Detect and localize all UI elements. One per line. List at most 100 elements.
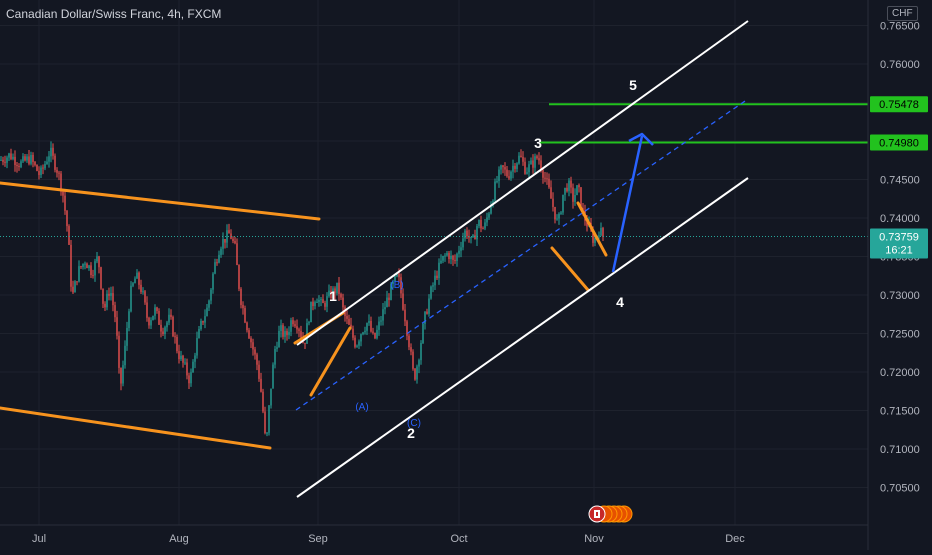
candle-body [274, 348, 276, 365]
candle [428, 294, 430, 317]
candle [446, 251, 448, 257]
candle [568, 177, 570, 197]
candle [240, 287, 242, 309]
candle-body [114, 305, 116, 318]
candle [38, 166, 40, 180]
candle-body [62, 191, 64, 196]
channel-upper-line [296, 20, 749, 346]
candle [18, 163, 20, 171]
candle [86, 262, 88, 269]
candle-body [326, 296, 328, 307]
candle-body [310, 301, 312, 323]
candle [158, 308, 160, 326]
candle [384, 301, 386, 315]
candle-body [96, 256, 98, 262]
candle-body [110, 293, 112, 296]
candle-body [450, 255, 452, 260]
candle-body [10, 153, 12, 160]
candle [198, 325, 200, 339]
y-tick-label: 0.74000 [880, 213, 920, 225]
candle [242, 301, 244, 315]
candle [414, 367, 416, 381]
candle [154, 304, 156, 320]
candle-body [0, 159, 2, 161]
candle [162, 327, 164, 336]
candle [178, 344, 180, 364]
candle [266, 431, 268, 437]
candle-body [322, 299, 324, 304]
candle-body [418, 360, 420, 367]
candle [120, 367, 122, 391]
candle [442, 255, 444, 264]
candle-body [190, 372, 192, 384]
candle [422, 322, 424, 344]
candle [138, 271, 140, 290]
candle [312, 297, 314, 311]
candle [238, 264, 240, 292]
candle [144, 290, 146, 305]
candle [578, 183, 580, 193]
candle-body [562, 194, 564, 213]
candle [454, 254, 456, 264]
candle [390, 282, 392, 301]
candle [226, 224, 228, 248]
candle [416, 364, 418, 384]
candle [24, 153, 26, 162]
candle [228, 223, 230, 234]
candle [202, 320, 204, 325]
currency-badge[interactable]: CHF [887, 6, 918, 21]
candle-body [300, 330, 302, 338]
candle-body [124, 345, 126, 366]
candle [444, 253, 446, 262]
candle-body [328, 290, 330, 297]
candle-body [208, 300, 210, 308]
candle-body [534, 156, 536, 168]
candle [420, 340, 422, 365]
corrective-label: (C) [407, 418, 421, 429]
candle-body [200, 321, 202, 330]
candle [366, 322, 368, 335]
candle-body [408, 335, 410, 348]
candle [68, 224, 70, 246]
candle-body [352, 328, 354, 338]
candle [100, 266, 102, 290]
candle-body [246, 322, 248, 331]
candle [116, 310, 118, 340]
candle-body [198, 329, 200, 339]
candle [190, 368, 192, 387]
candle [330, 286, 332, 301]
candle-body [472, 235, 474, 238]
candle-body [486, 217, 488, 223]
candle [602, 226, 604, 242]
candle-body [456, 253, 458, 261]
candle [400, 273, 402, 299]
candle-body [372, 331, 374, 333]
candle-body [92, 275, 94, 277]
candle-body [342, 297, 344, 308]
candle [490, 201, 492, 215]
candle [212, 272, 214, 294]
candle [262, 388, 264, 414]
candle-body [290, 320, 292, 332]
candle-body [70, 244, 72, 287]
candle [248, 327, 250, 339]
candle-body [358, 341, 360, 346]
candle-body [82, 263, 84, 268]
candle [26, 153, 28, 163]
candle [560, 210, 562, 215]
candle-body [24, 156, 26, 161]
candle [348, 314, 350, 326]
candle [70, 239, 72, 292]
candle [286, 328, 288, 341]
candle-body [224, 238, 226, 243]
last-price-countdown: 16:21 [885, 245, 913, 257]
candle [160, 319, 162, 338]
candle-body [282, 325, 284, 337]
candle-body [48, 156, 50, 162]
candle-body [458, 250, 460, 254]
candle-body [574, 195, 576, 202]
candle [128, 308, 130, 332]
candle-body [56, 169, 58, 173]
candle-body [42, 167, 44, 169]
chart-title: Canadian Dollar/Swiss Franc, 4h, FXCM [6, 7, 222, 21]
